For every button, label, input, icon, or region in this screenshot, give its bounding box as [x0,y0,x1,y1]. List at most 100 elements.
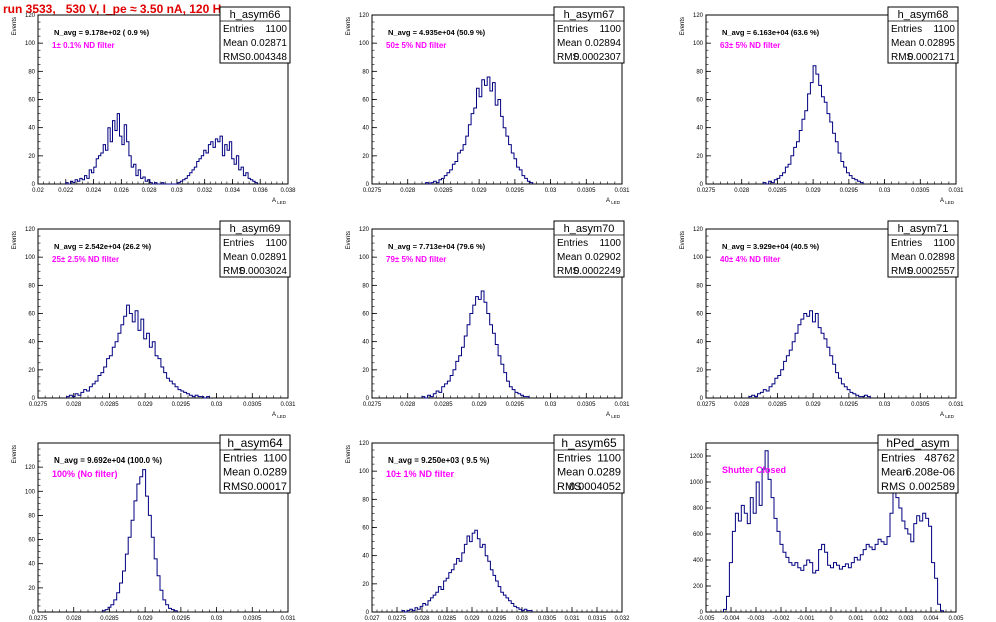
histogram-name: h_asym71 [898,223,949,235]
stats-box-frame [553,220,625,278]
stat-value: 0.02902 [585,252,622,263]
n-avg-label: N_avg = 6.163e+04 (63.6 %) [722,28,820,37]
x-tick-label: 0.031 [564,616,580,622]
stat-value: 0.0002557 [908,266,956,277]
y-tick-label: 80 [28,69,35,75]
y-tick-label: 60 [28,538,35,544]
histogram-line [723,450,944,612]
x-tick-label: 0.0305 [243,616,262,622]
histogram-name: h_asym66 [230,9,281,21]
x-tick-label: 0.0275 [697,188,716,194]
histogram-name: h_asym65 [561,436,617,450]
y-tick-label: 600 [693,532,704,538]
histogram-name: hPed_asym [886,436,949,450]
x-tick-label: 0.0275 [29,616,48,622]
stat-label: RMS [223,52,246,63]
x-tick-label: 0.024 [86,188,102,194]
histogram-name: h_asym67 [564,9,615,21]
x-tick-label: 0.032 [614,616,630,622]
x-axis-title: A LED [606,412,621,419]
y-axis-title: Events [680,231,686,249]
stats-box: h_asym71 Entries 1100 Mean 0.02898 RMS0.00025… [887,220,959,278]
histogram-name: h_asym64 [227,436,283,450]
y-tick-label: 20 [696,154,703,160]
y-tick-label: 120 [693,13,704,19]
histogram-line [421,290,530,399]
stat-value: 1100 [263,452,287,464]
stat-label: Entries [223,452,258,464]
panel-h_asym69: 0 20 40 60 80 100 120 0.0275 0.028 0.0285 0.029 0.0… [12,220,296,419]
filter-label: Shutter Closed [722,465,786,475]
x-tick-label: -0.004 [722,616,740,622]
stats-box: h_asym64 Entries 1100 Mean 0.0289 RMS 0.00017 [219,434,291,494]
stat-value: 0.0002249 [574,266,622,277]
x-tick-label: 0.0285 [768,188,787,194]
x-tick-label: 0.0285 [434,402,453,408]
filter-label: 50± 5% ND filter [386,41,446,50]
x-tick-label: 0.03 [545,188,557,194]
stats-box: h_asym69 Entries 1100 Mean 0.02891 RMS0.00030… [219,220,291,278]
y-tick-label: 120 [359,13,370,19]
histogram-line [101,469,178,612]
stat-label: Entries [891,24,922,35]
y-tick-label: 800 [693,506,704,512]
panel-h_asym71: 0 20 40 60 80 100 120 0.0275 0.028 0.0285 0.029 0.0… [680,220,964,419]
y-tick-label: 20 [28,586,35,592]
y-tick-label: 80 [28,513,35,519]
x-tick-label: 0.03 [211,402,223,408]
x-tick-label: 0.028 [66,616,82,622]
y-tick-label: 60 [362,312,369,318]
filter-label: 79± 5% ND filter [386,255,446,264]
stat-value: 1100 [265,24,287,35]
y-tick-label: 0 [700,610,704,616]
y-tick-label: 0 [32,396,36,402]
stat-value: 0.0002307 [574,52,622,63]
histogram-line [762,65,864,185]
y-tick-label: 20 [28,154,35,160]
stats-box-frame [887,220,959,278]
y-tick-label: 1200 [690,454,704,460]
y-tick-label: 20 [362,368,369,374]
x-tick-label: 0.028 [400,402,416,408]
stats-box: h_asym67 Entries 1100 Mean 0.02894 RMS0.00023… [553,6,625,64]
x-tick-label: 0.034 [225,188,241,194]
stat-label: Mean [223,38,248,49]
y-tick-label: 100 [359,255,370,261]
x-tick-label: 0.0295 [488,616,507,622]
stat-label: Entries [223,238,254,249]
x-tick-label: 0.031 [614,188,630,194]
n-avg-label: N_avg = 9.692e+04 (100.0 %) [54,456,162,465]
stat-value: 0.002589 [909,481,955,493]
x-tick-label: 0.031 [948,402,964,408]
stat-value: 1100 [265,238,287,249]
y-axis-title: Events [346,17,352,35]
y-tick-label: 20 [362,154,369,160]
stats-box-frame [877,434,959,494]
stat-label: Mean [557,252,582,263]
stat-value: 0.0002171 [908,52,956,63]
stat-value: 0.02871 [251,38,288,49]
histogram-line [425,76,534,185]
y-tick-label: 80 [362,497,369,503]
x-tick-label: 0.005 [948,616,964,622]
panel-hPed_asym: 0 200 400 600 800 1000 1200 -0.005 -0.004 -0.003 -… [690,434,964,622]
x-tick-label: 0.026 [114,188,130,194]
x-tick-label: 0.0275 [29,402,48,408]
stat-label: Mean [891,252,916,263]
stats-box-frame [219,434,291,494]
x-tick-label: 0.0295 [506,402,525,408]
x-tick-label: -0.001 [797,616,815,622]
x-tick-label: 0.0295 [172,616,191,622]
x-tick-label: -0.002 [772,616,790,622]
y-tick-label: 0 [366,182,370,188]
y-tick-label: 120 [25,465,36,471]
y-tick-label: 0 [32,182,36,188]
stat-label: Mean [557,467,585,479]
x-tick-label: 0.029 [138,402,154,408]
x-tick-label: 0.0305 [911,402,930,408]
stat-value: 0.0289 [253,467,287,479]
y-tick-label: 0 [32,610,36,616]
y-tick-label: 100 [359,469,370,475]
